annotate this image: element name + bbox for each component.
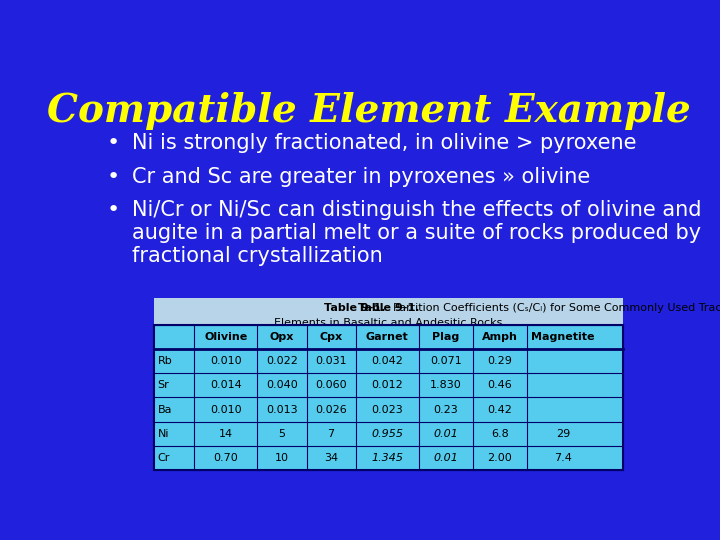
Text: Opx: Opx bbox=[270, 332, 294, 342]
Text: Olivine: Olivine bbox=[204, 332, 247, 342]
Bar bbox=[154, 325, 623, 470]
Text: 0.955: 0.955 bbox=[372, 429, 403, 439]
Bar bbox=[154, 325, 623, 470]
Text: 6.8: 6.8 bbox=[491, 429, 509, 439]
Text: 0.026: 0.026 bbox=[315, 404, 347, 415]
Text: Elements in Basaltic and Andesitic Rocks: Elements in Basaltic and Andesitic Rocks bbox=[274, 319, 503, 328]
Text: 0.042: 0.042 bbox=[372, 356, 403, 366]
Text: 0.031: 0.031 bbox=[315, 356, 347, 366]
Text: 0.01: 0.01 bbox=[433, 429, 459, 439]
Text: •: • bbox=[107, 133, 120, 153]
Text: Cr and Sc are greater in pyroxenes » olivine: Cr and Sc are greater in pyroxenes » oli… bbox=[132, 167, 590, 187]
Text: Plag: Plag bbox=[432, 332, 459, 342]
Text: 2.00: 2.00 bbox=[487, 453, 512, 463]
Text: 34: 34 bbox=[324, 453, 338, 463]
Text: 5: 5 bbox=[279, 429, 285, 439]
Text: Ni is strongly fractionated, in olivine > pyroxene: Ni is strongly fractionated, in olivine … bbox=[132, 133, 636, 153]
Bar bbox=[154, 298, 623, 325]
Text: 29: 29 bbox=[556, 429, 570, 439]
Text: Rb: Rb bbox=[158, 356, 172, 366]
Text: 0.023: 0.023 bbox=[372, 404, 403, 415]
Text: 1.830: 1.830 bbox=[430, 380, 462, 390]
Text: 0.022: 0.022 bbox=[266, 356, 298, 366]
Text: 0.29: 0.29 bbox=[487, 356, 513, 366]
Text: 1.345: 1.345 bbox=[372, 453, 403, 463]
Text: Cr: Cr bbox=[158, 453, 170, 463]
Text: Amph: Amph bbox=[482, 332, 518, 342]
Text: Compatible Element Example: Compatible Element Example bbox=[47, 92, 691, 130]
Text: Cpx: Cpx bbox=[320, 332, 343, 342]
Text: Table 9-1.: Table 9-1. bbox=[325, 302, 386, 313]
Text: Table 9-1.: Table 9-1. bbox=[358, 302, 419, 313]
Text: 0.060: 0.060 bbox=[315, 380, 347, 390]
Text: Sr: Sr bbox=[158, 380, 169, 390]
Text: 14: 14 bbox=[219, 429, 233, 439]
Text: Garnet: Garnet bbox=[366, 332, 409, 342]
Text: 7: 7 bbox=[328, 429, 335, 439]
Text: 0.01: 0.01 bbox=[433, 453, 459, 463]
Text: 0.70: 0.70 bbox=[213, 453, 238, 463]
Text: 10: 10 bbox=[275, 453, 289, 463]
Text: 0.014: 0.014 bbox=[210, 380, 241, 390]
Text: 7.4: 7.4 bbox=[554, 453, 572, 463]
Text: Ba: Ba bbox=[158, 404, 172, 415]
Text: •: • bbox=[107, 167, 120, 187]
Text: 0.013: 0.013 bbox=[266, 404, 297, 415]
Text: 0.012: 0.012 bbox=[372, 380, 403, 390]
Text: 0.42: 0.42 bbox=[487, 404, 513, 415]
Text: Partition Coefficients (Cₛ/Cₗ) for Some Commonly Used Trace: Partition Coefficients (Cₛ/Cₗ) for Some … bbox=[386, 302, 720, 313]
Text: 0.010: 0.010 bbox=[210, 356, 241, 366]
Text: 0.23: 0.23 bbox=[433, 404, 459, 415]
Text: 0.46: 0.46 bbox=[487, 380, 512, 390]
Text: Ni/Cr or Ni/Sc can distinguish the effects of olivine and
augite in a partial me: Ni/Cr or Ni/Sc can distinguish the effec… bbox=[132, 200, 701, 266]
Text: •: • bbox=[107, 200, 120, 220]
Text: Magnetite: Magnetite bbox=[531, 332, 595, 342]
Text: Ni: Ni bbox=[158, 429, 169, 439]
Text: 0.010: 0.010 bbox=[210, 404, 241, 415]
Text: 0.071: 0.071 bbox=[430, 356, 462, 366]
Text: 0.040: 0.040 bbox=[266, 380, 298, 390]
